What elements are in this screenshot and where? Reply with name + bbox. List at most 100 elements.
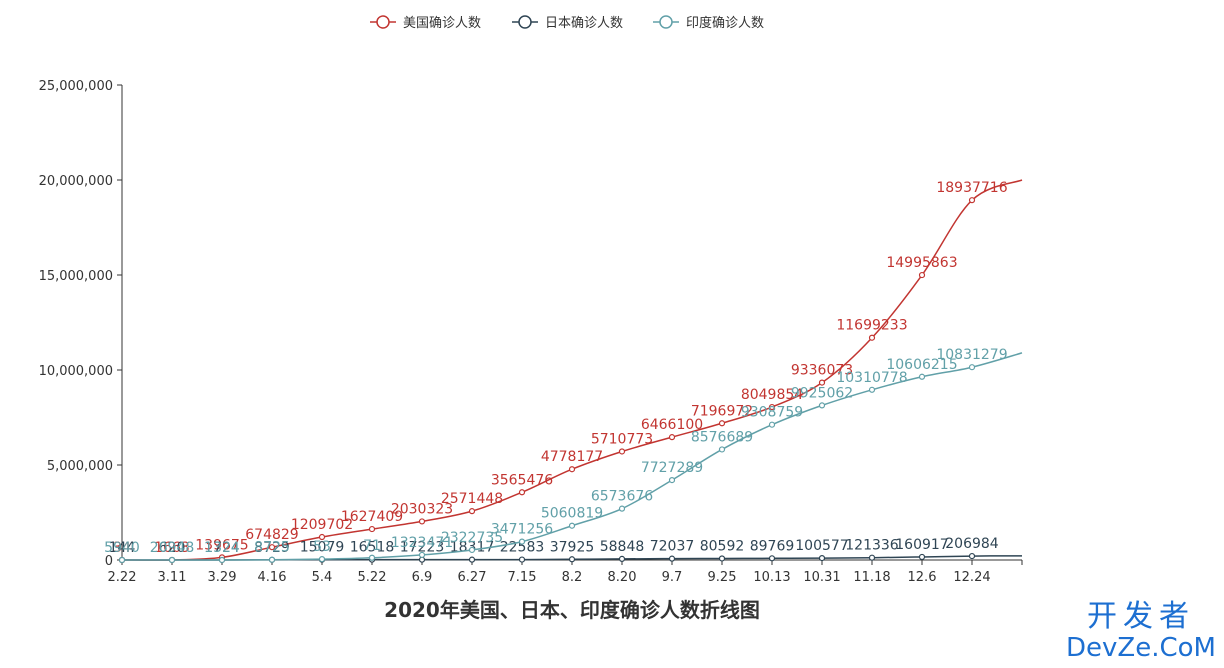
data-point <box>718 420 726 427</box>
data-point <box>968 552 976 560</box>
data-point <box>518 489 526 496</box>
x-tick-label: 10.13 <box>753 570 790 585</box>
x-tick-label: 8.20 <box>608 570 637 585</box>
data-label: 1627409 <box>341 509 403 525</box>
data-label: 9925062 <box>791 385 853 401</box>
data-point <box>168 556 176 564</box>
x-tick-label: 12.6 <box>908 570 937 585</box>
data-label: 8729 <box>254 540 290 556</box>
data-point <box>818 379 826 386</box>
data-label: 8725 <box>254 540 290 556</box>
data-label: 160917 <box>895 537 948 553</box>
y-tick-label: 15,000,000 <box>39 269 113 284</box>
data-point <box>468 546 476 554</box>
data-point <box>318 556 326 563</box>
watermark: 开发者 DevZe.CoM <box>1066 599 1216 663</box>
data-label: 58848 <box>600 539 645 555</box>
x-tick-label: 9.7 <box>662 570 683 585</box>
data-point <box>868 334 876 341</box>
x-tick-label: 2.22 <box>108 570 137 585</box>
y-tick-label: 25,000,000 <box>39 79 113 94</box>
x-tick-label: 6.27 <box>458 570 487 585</box>
data-point <box>918 553 926 561</box>
data-label: 7196972 <box>691 403 753 419</box>
data-point <box>768 555 776 562</box>
data-label: 15079 <box>300 540 345 556</box>
data-point <box>568 522 576 529</box>
data-label: 7727289 <box>641 460 703 476</box>
data-point <box>918 373 926 380</box>
data-point <box>368 554 376 561</box>
data-label: 6573676 <box>591 489 653 505</box>
watermark-en: DevZe.CoM <box>1066 633 1216 663</box>
data-label: 2030323 <box>391 501 453 517</box>
data-point <box>468 508 476 515</box>
data-point <box>418 518 426 525</box>
data-point <box>968 197 976 204</box>
legend-marker <box>376 15 390 29</box>
data-point <box>268 556 276 563</box>
data-label: 6466100 <box>641 417 703 433</box>
data-label: 5940 <box>104 540 140 556</box>
data-point <box>668 434 676 441</box>
data-point <box>568 466 576 473</box>
x-tick-label: 4.16 <box>258 570 287 585</box>
data-label: 37925 <box>550 539 595 555</box>
data-label: 16518 <box>350 540 395 556</box>
data-point <box>618 505 626 512</box>
x-tick-label: 3.11 <box>158 570 187 585</box>
data-point <box>918 271 926 279</box>
data-label: 5060819 <box>541 506 603 522</box>
y-tick-label: 20,000,000 <box>39 174 113 189</box>
data-point <box>818 554 826 562</box>
data-label: 139675 <box>195 537 248 553</box>
data-label: 80592 <box>700 538 745 554</box>
data-point <box>468 556 476 563</box>
data-point <box>618 448 626 455</box>
data-point <box>318 533 326 541</box>
data-point <box>868 386 876 393</box>
data-label: 674829 <box>245 527 298 543</box>
data-label: 9336073 <box>791 363 853 379</box>
data-label: 10606215 <box>886 357 957 373</box>
x-tick-label: 12.24 <box>953 570 990 585</box>
chart-title: 2020年美国、日本、印度确诊人数折线图 <box>384 598 760 622</box>
x-tick-label: 10.31 <box>803 570 840 585</box>
data-label: 5710773 <box>591 431 653 447</box>
data-label: 34 <box>113 540 131 556</box>
watermark-cn: 开发者 <box>1087 599 1195 634</box>
data-label: 8576689 <box>691 429 753 445</box>
data-point <box>618 555 626 562</box>
x-tick-label: 5.4 <box>312 570 333 585</box>
data-label: 14995863 <box>886 255 957 271</box>
data-point <box>218 556 226 564</box>
data-label: 10310778 <box>836 370 907 386</box>
data-label: 11699233 <box>836 318 907 334</box>
data-point <box>118 556 126 564</box>
x-tick-label: 11.18 <box>853 570 890 585</box>
data-point <box>718 446 726 453</box>
data-label: 206984 <box>945 536 999 552</box>
legend-marker <box>518 15 532 29</box>
data-label: 100577 <box>795 538 848 554</box>
data-point <box>518 538 526 545</box>
data-label: 1209702 <box>291 517 353 533</box>
data-label: 17223 <box>400 540 445 556</box>
data-label: 620 <box>159 540 186 556</box>
data-label: 1323471 <box>391 535 453 551</box>
y-tick-label: 0 <box>105 554 113 569</box>
legend-label: 印度确诊人数 <box>686 15 764 31</box>
data-point <box>818 402 826 409</box>
x-tick-label: 3.29 <box>208 570 237 585</box>
data-label: 3565476 <box>491 472 553 488</box>
data-point <box>768 403 776 411</box>
data-label: 2571448 <box>441 491 503 507</box>
data-point <box>968 364 976 371</box>
legend-marker <box>659 15 673 29</box>
legend-label: 日本确诊人数 <box>545 16 623 31</box>
data-label: 4778177 <box>541 449 603 465</box>
data-label: 1724 <box>204 540 240 556</box>
legend-label: 美国确诊人数 <box>403 16 481 31</box>
data-label: 20948 <box>150 540 195 556</box>
